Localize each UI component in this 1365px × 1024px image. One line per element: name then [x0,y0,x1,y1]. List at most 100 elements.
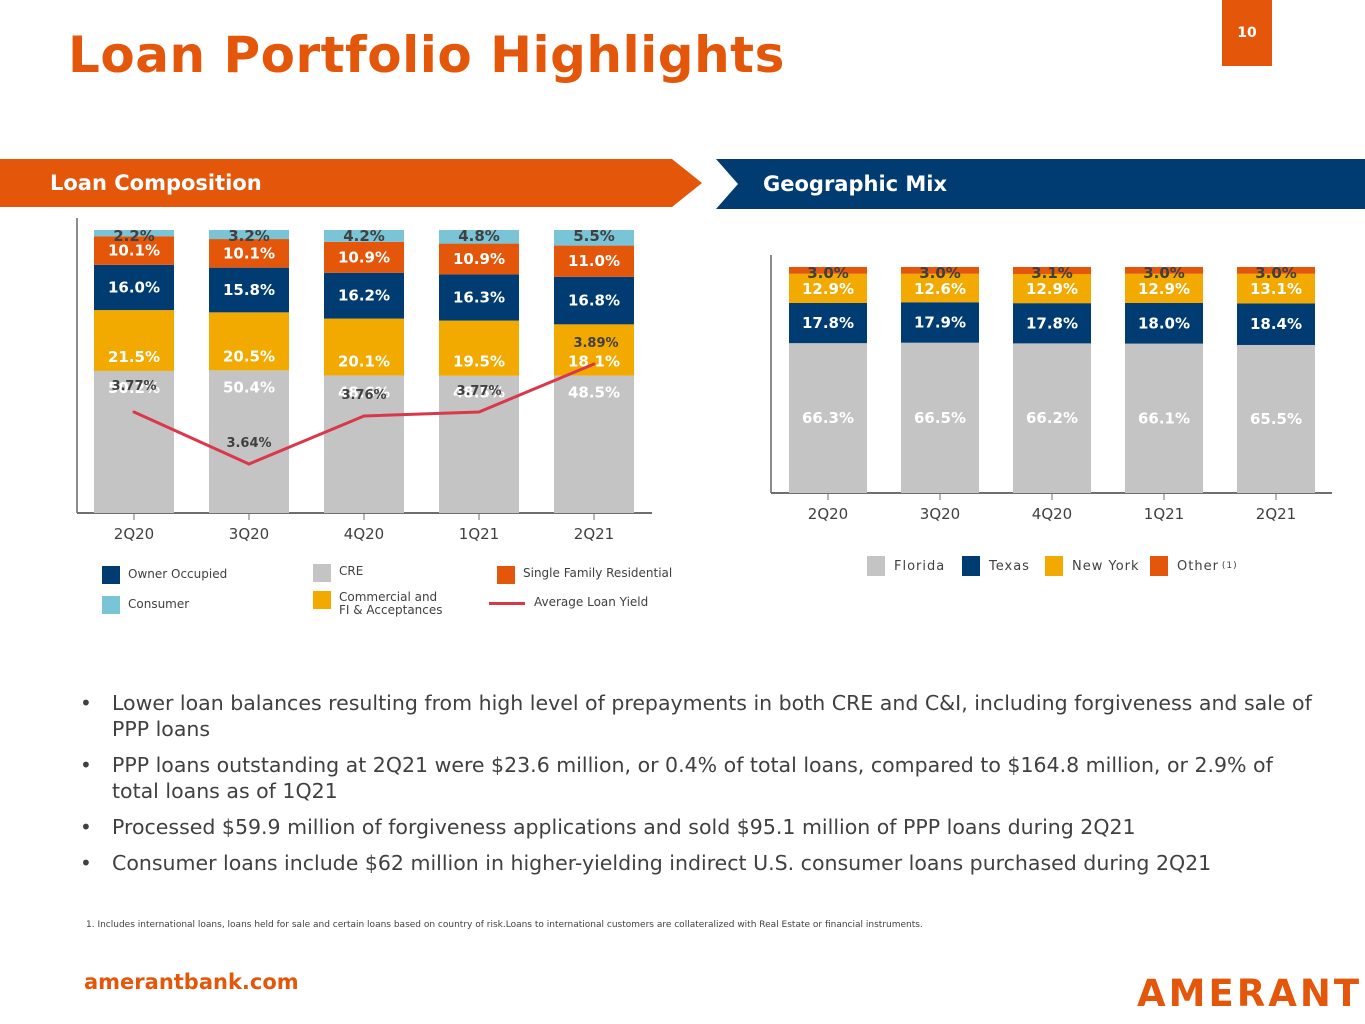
consumer-swatch [102,596,120,614]
website-link[interactable]: amerantbank.com [84,970,299,994]
footnote-ref: (1) [1221,561,1238,571]
legend-label: Single Family Residential [523,566,673,580]
cre-swatch [313,564,331,582]
bullet-item: PPP loans outstanding at 2Q21 were $23.6… [80,752,1320,804]
bullet-item: Consumer loans include $62 million in hi… [80,850,1320,876]
yield-line-swatch [489,602,525,605]
bar-segment-consumer [554,230,634,246]
data-label: 12.9% [802,280,854,298]
bar-segment-florida [789,343,867,493]
bar-segment-new-york [901,273,979,303]
legend-other: Other (1) [1150,556,1238,576]
legend-label: Owner Occupied [128,567,228,581]
x-tick-label: 2Q20 [114,525,154,543]
geographic-mix-chart: 66.3%17.8%12.9%3.0%2Q2066.5%17.9%12.6%3.… [770,255,1332,523]
sfr-swatch [497,566,515,584]
data-label: 4.2% [343,227,385,245]
x-tick-label: 1Q21 [1144,505,1184,523]
florida-swatch [867,556,885,576]
loan-composition-header: Loan Composition [0,159,702,207]
bar-segment-texas [1237,303,1315,345]
bar-segment-other [901,267,979,274]
data-label: 18.0% [1138,314,1190,332]
data-label: 3.1% [1031,264,1073,282]
data-label: 15.8% [223,281,275,299]
data-label: 4.8% [458,227,500,245]
data-label: 12.6% [914,280,966,298]
data-label: 12.9% [1026,280,1078,298]
bar-segment-florida [1237,344,1315,493]
bar-segment-owner-occupied [324,272,404,319]
bar-segment-cre [94,370,174,513]
bar-segment-owner-occupied [439,274,519,321]
bar-segment-single-family-residential [209,239,289,268]
data-label: 3.2% [228,227,270,245]
bar-segment-owner-occupied [554,276,634,325]
bar-segment-florida [1013,343,1091,493]
legend-label: New York [1072,558,1140,574]
data-label: 66.5% [914,409,966,427]
data-label: 20.1% [338,352,390,370]
bar-segment-owner-occupied [209,267,289,313]
data-label: 10.1% [223,244,275,262]
data-label: 50.2% [108,379,160,397]
data-label: 17.8% [802,314,854,332]
data-label: 5.5% [573,227,615,245]
x-tick-label: 4Q20 [344,525,384,543]
data-label: 3.0% [919,264,961,282]
data-label: 3.0% [1143,264,1185,282]
legend-label: Florida [894,558,946,574]
data-label: 66.2% [1026,409,1078,427]
x-tick-label: 3Q20 [229,525,269,543]
bar-segment-new-york [1013,274,1091,304]
legend-label: Texas [989,558,1030,574]
legend-cre: CRE [313,564,363,582]
legend-owner-occupied: Owner Occupied [102,566,227,584]
bar-segment-single-family-residential [324,241,404,273]
x-tick-label: 4Q20 [1032,505,1072,523]
legend-new-york: New York [1045,556,1140,576]
data-label: 19.5% [453,353,505,371]
data-label: 17.8% [1026,314,1078,332]
data-label: 12.9% [1138,280,1190,298]
legend-texas: Texas [962,556,1030,576]
data-label: 16.8% [568,292,620,310]
x-tick-label: 3Q20 [920,505,960,523]
yield-point [477,410,481,414]
yield-point [132,410,136,414]
bar-segment-new-york [789,273,867,303]
legend-average-loan-yield: Average Loan Yield [489,596,648,609]
data-label: 48.5% [568,384,620,402]
bar-segment-texas [1125,302,1203,344]
data-label: 13.1% [1250,280,1302,298]
data-label: 50.4% [223,378,275,396]
amerant-logo: AMERANT [1137,972,1363,1015]
new-york-swatch [1045,556,1063,576]
x-tick-label: 2Q21 [1256,505,1296,523]
data-label: 10.9% [453,250,505,268]
commercial-swatch [313,591,331,609]
bar-segment-single-family-residential [439,243,519,275]
other-swatch [1150,556,1168,576]
yield-point [247,462,251,466]
x-tick-label: 2Q21 [574,525,614,543]
bar-segment-commercial-and-fi-acceptances [554,324,634,376]
bar-segment-florida [1125,343,1203,493]
bar-segment-texas [1013,303,1091,344]
bar-segment-consumer [94,230,174,237]
bar-segment-consumer [324,230,404,242]
data-label: 16.2% [338,287,390,305]
x-tick-label: 2Q20 [808,505,848,523]
data-label: 18.1% [568,353,620,371]
yield-label: 3.77% [456,384,501,399]
bar-segment-single-family-residential [554,245,634,277]
bar-segment-consumer [439,230,519,244]
data-label: 2.2% [113,227,155,245]
footnote: 1. Includes international loans, loans h… [86,920,923,930]
data-label: 16.3% [453,288,505,306]
page-title: Loan Portfolio Highlights [68,26,785,84]
data-label: 10.1% [108,242,160,260]
bar-segment-other [789,267,867,274]
bar-segment-texas [901,302,979,343]
page-number: 10 [1222,0,1272,66]
